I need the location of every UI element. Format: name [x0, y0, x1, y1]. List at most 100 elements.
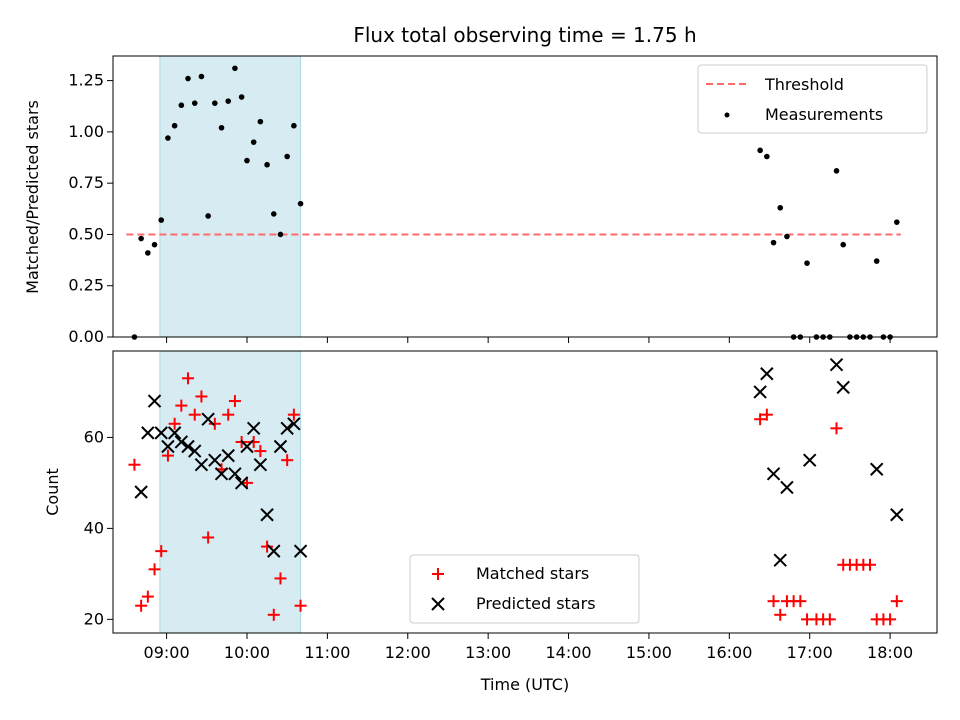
predicted-star-point: [267, 544, 281, 558]
count-y-axis-label: Count: [43, 468, 62, 516]
measurement-point: [151, 241, 158, 248]
matched-star-point: [182, 372, 195, 385]
measurement-point: [145, 250, 151, 256]
predicted-legend-label: Predicted stars: [476, 594, 596, 613]
predicted-star-point: [753, 385, 767, 399]
measurement-point: [250, 139, 257, 145]
predicted-star-point: [890, 508, 904, 522]
matched-star-point: [830, 422, 843, 435]
matched-star-point: [254, 445, 267, 458]
measurement-point: [757, 147, 763, 154]
matched-star-point: [754, 413, 767, 426]
x-tick-label: 18:00: [867, 643, 913, 662]
predicted-star-point: [194, 458, 209, 472]
predicted-stars-layer: [134, 357, 904, 567]
count-plot-frame: [112, 350, 938, 634]
y-tick-label: 0.75: [68, 173, 104, 192]
measurement-point: [804, 260, 810, 266]
x-tick-label: 13:00: [465, 643, 511, 662]
measurement-point: [165, 135, 171, 141]
measurement-point: [171, 122, 178, 129]
flux-panel: Flux total observing time = 1.75 h Match…: [23, 23, 938, 346]
predicted-star-point: [240, 439, 254, 454]
matched-star-point: [794, 595, 807, 608]
matched-star-point: [128, 458, 141, 471]
predicted-star-point: [870, 462, 884, 476]
matched-star-point: [864, 558, 877, 571]
predicted-star-point: [167, 426, 182, 440]
measurement-point: [873, 258, 880, 264]
matched-star-point: [267, 608, 280, 621]
matched-star-point: [247, 435, 260, 448]
y-tick-label: 1.25: [68, 71, 104, 90]
predicted-star-point: [280, 421, 294, 436]
predicted-star-point: [134, 485, 148, 499]
flux-x-ticks: [166, 337, 891, 343]
matched-star-point: [195, 390, 208, 403]
matched-star-point: [141, 590, 154, 603]
matched-star-point: [294, 599, 307, 612]
predicted-star-point: [228, 467, 242, 481]
chart-title: Flux total observing time = 1.75 h: [353, 23, 696, 47]
measurement-point: [770, 239, 777, 246]
predicted-star-point: [161, 439, 175, 454]
predicted-star-point: [234, 476, 249, 490]
predicted-star-point: [760, 367, 774, 381]
measurement-point: [198, 73, 205, 80]
predicted-star-point: [214, 467, 229, 481]
matched-star-point: [884, 613, 897, 626]
x-axis-label: Time (UTC): [480, 675, 569, 694]
y-tick-label: 0.00: [68, 327, 104, 346]
measurement-point: [894, 219, 900, 225]
count-highlight-span-layer: [159, 350, 302, 634]
count-panel: Count Time (UTC) 20 40 60 09:00 10:00 11:00 1…: [43, 350, 938, 694]
flux-legend: Threshold Measurements: [697, 64, 928, 134]
measurement-point: [178, 102, 185, 109]
predicted-star-point: [188, 444, 202, 458]
matched-star-point: [222, 408, 235, 421]
predicted-star-point: [780, 480, 794, 495]
matched-star-point: [281, 454, 294, 467]
matched-star-point: [208, 417, 221, 430]
matched-star-point: [188, 408, 201, 421]
matched-star-point: [175, 399, 188, 412]
matched-star-point: [890, 595, 903, 608]
matched-star-point: [767, 595, 780, 608]
measurement-point: [218, 124, 225, 131]
measurements-legend-label: Measurements: [765, 105, 883, 124]
measurement-point: [225, 98, 232, 104]
y-tick-label: 60: [84, 427, 104, 446]
measurement-point: [238, 94, 245, 100]
threshold-legend-label: Threshold: [764, 75, 844, 94]
predicted-star-point: [273, 439, 288, 454]
predicted-star-point: [221, 448, 235, 463]
matched-star-point: [168, 417, 181, 430]
predicted-star-point: [253, 458, 268, 472]
count-x-ticks: 09:00 10:00 11:00 12:00 13:00 14:00 15:00 16:00…: [144, 633, 913, 662]
measurement-point: [257, 118, 264, 125]
measurement-point: [764, 153, 770, 160]
predicted-star-point: [147, 394, 162, 408]
measurement-point: [264, 161, 270, 168]
measurement-point: [191, 100, 198, 106]
matched-star-point: [774, 608, 787, 621]
x-tick-label: 14:00: [545, 643, 591, 662]
predicted-star-point: [201, 412, 215, 426]
matched-star-point: [135, 599, 148, 612]
predicted-star-point: [174, 435, 189, 449]
y-tick-label: 20: [84, 609, 104, 628]
measurement-point: [244, 157, 250, 164]
measurement-point: [777, 204, 784, 211]
predicted-star-point: [260, 508, 274, 522]
matched-legend-label: Matched stars: [476, 564, 589, 583]
predicted-star-point: [293, 544, 308, 558]
predicted-star-point: [803, 453, 817, 467]
measurements-legend-swatch: [724, 112, 730, 118]
y-tick-label: 0.25: [68, 276, 104, 295]
measurement-point: [833, 168, 840, 174]
predicted-star-point: [766, 467, 781, 481]
predicted-star-point: [154, 426, 168, 440]
predicted-star-point: [773, 553, 787, 567]
x-tick-label: 17:00: [787, 643, 833, 662]
measurement-point: [138, 235, 144, 242]
